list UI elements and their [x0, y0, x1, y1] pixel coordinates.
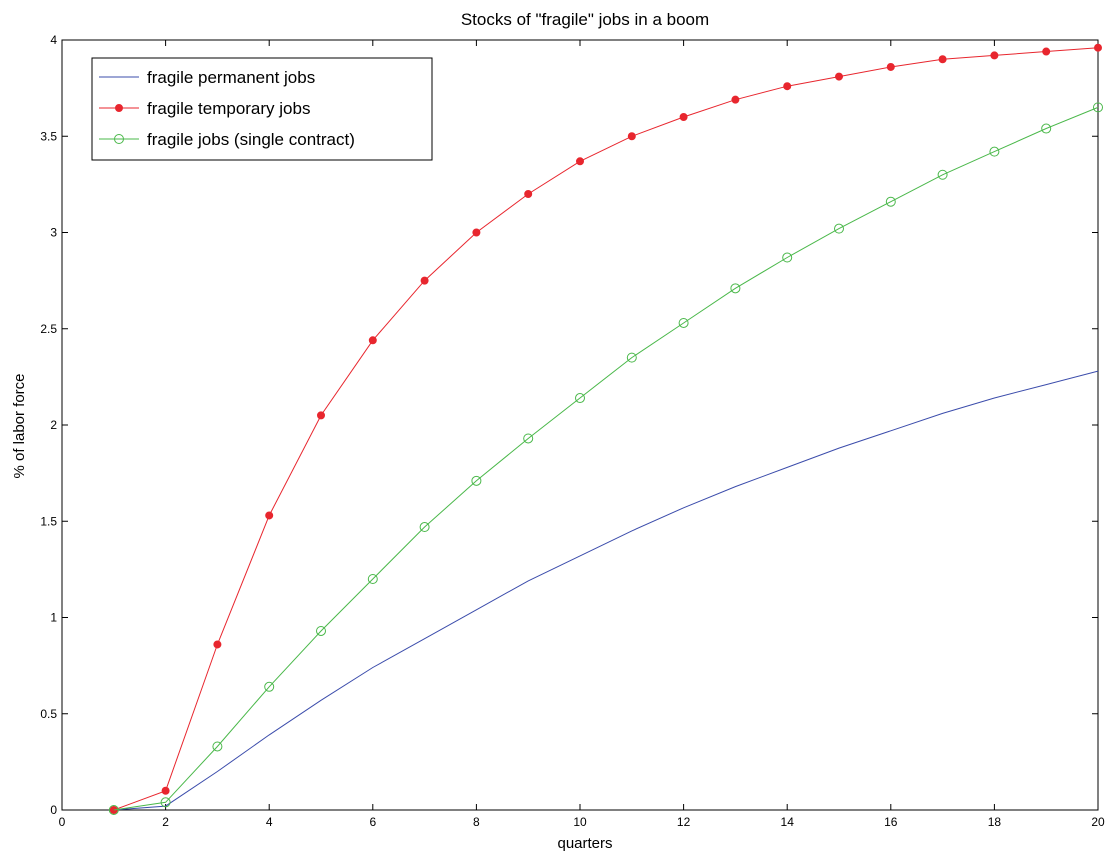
data-point	[1042, 47, 1051, 56]
data-point	[782, 252, 793, 263]
x-tick-label: 4	[266, 815, 273, 829]
data-point	[523, 433, 534, 444]
data-point	[367, 574, 378, 584]
data-point	[990, 51, 999, 60]
data-point	[419, 522, 430, 533]
data-point	[627, 132, 636, 141]
x-tick-label: 18	[988, 815, 1002, 829]
data-point	[264, 681, 275, 692]
data-point	[730, 283, 741, 294]
y-tick-label: 1	[50, 611, 57, 625]
data-point	[886, 62, 895, 71]
chart-title: Stocks of "fragile" jobs in a boom	[461, 10, 709, 29]
data-point	[575, 393, 585, 404]
data-point	[316, 625, 326, 636]
data-point	[679, 113, 688, 121]
data-point	[1094, 43, 1102, 52]
legend-box	[91, 57, 433, 161]
x-tick-label: 0	[59, 815, 66, 829]
series-line-2	[113, 47, 1099, 811]
data-point	[524, 190, 533, 198]
y-tick-label: 1.5	[40, 514, 57, 528]
x-tick-label: 2	[162, 815, 169, 829]
plot-area-frame	[61, 39, 1099, 811]
data-point	[937, 169, 948, 180]
legend-swatch-marker	[114, 134, 124, 144]
data-point	[1093, 102, 1103, 113]
data-point	[471, 475, 482, 486]
data-point	[989, 146, 1000, 157]
x-axis-title: quarters	[557, 835, 612, 852]
data-point	[161, 786, 170, 795]
data-point	[213, 640, 222, 649]
series-line-3	[113, 106, 1099, 811]
data-point	[212, 741, 223, 752]
y-tick-label: 2	[50, 418, 57, 432]
legend-label: fragile jobs (single contract)	[147, 130, 355, 149]
x-tick-label: 6	[369, 815, 376, 829]
data-point	[626, 352, 637, 363]
y-tick-label: 0.5	[40, 707, 57, 721]
data-point	[317, 411, 325, 420]
data-point	[576, 157, 584, 166]
x-tick-label: 12	[677, 815, 691, 829]
data-point	[1041, 123, 1052, 134]
data-point	[368, 336, 377, 345]
data-point	[885, 196, 896, 207]
data-point	[835, 72, 843, 81]
data-point	[834, 223, 844, 234]
legend-swatch-marker	[115, 104, 123, 112]
y-tick-label: 4	[50, 33, 57, 47]
x-tick-label: 20	[1091, 815, 1105, 829]
y-tick-label: 0	[50, 803, 57, 817]
x-tick-label: 8	[473, 815, 480, 829]
x-tick-label: 16	[884, 815, 898, 829]
data-point	[160, 797, 171, 808]
data-point	[420, 276, 429, 285]
y-axis-title: % of labor force	[11, 373, 28, 478]
y-tick-label: 3	[50, 226, 57, 240]
y-tick-label: 3.5	[40, 129, 57, 143]
x-tick-label: 14	[781, 815, 795, 829]
data-point	[731, 95, 740, 104]
data-point	[783, 82, 792, 91]
data-point	[678, 317, 689, 328]
data-point	[265, 511, 274, 520]
data-point	[472, 228, 481, 237]
legend-label: fragile temporary jobs	[147, 99, 310, 118]
series-line-1	[113, 370, 1099, 811]
data-point	[938, 55, 947, 64]
legend-label: fragile permanent jobs	[147, 68, 315, 87]
x-tick-label: 10	[573, 815, 587, 829]
data-point	[108, 805, 119, 815]
y-tick-label: 2.5	[40, 322, 57, 336]
